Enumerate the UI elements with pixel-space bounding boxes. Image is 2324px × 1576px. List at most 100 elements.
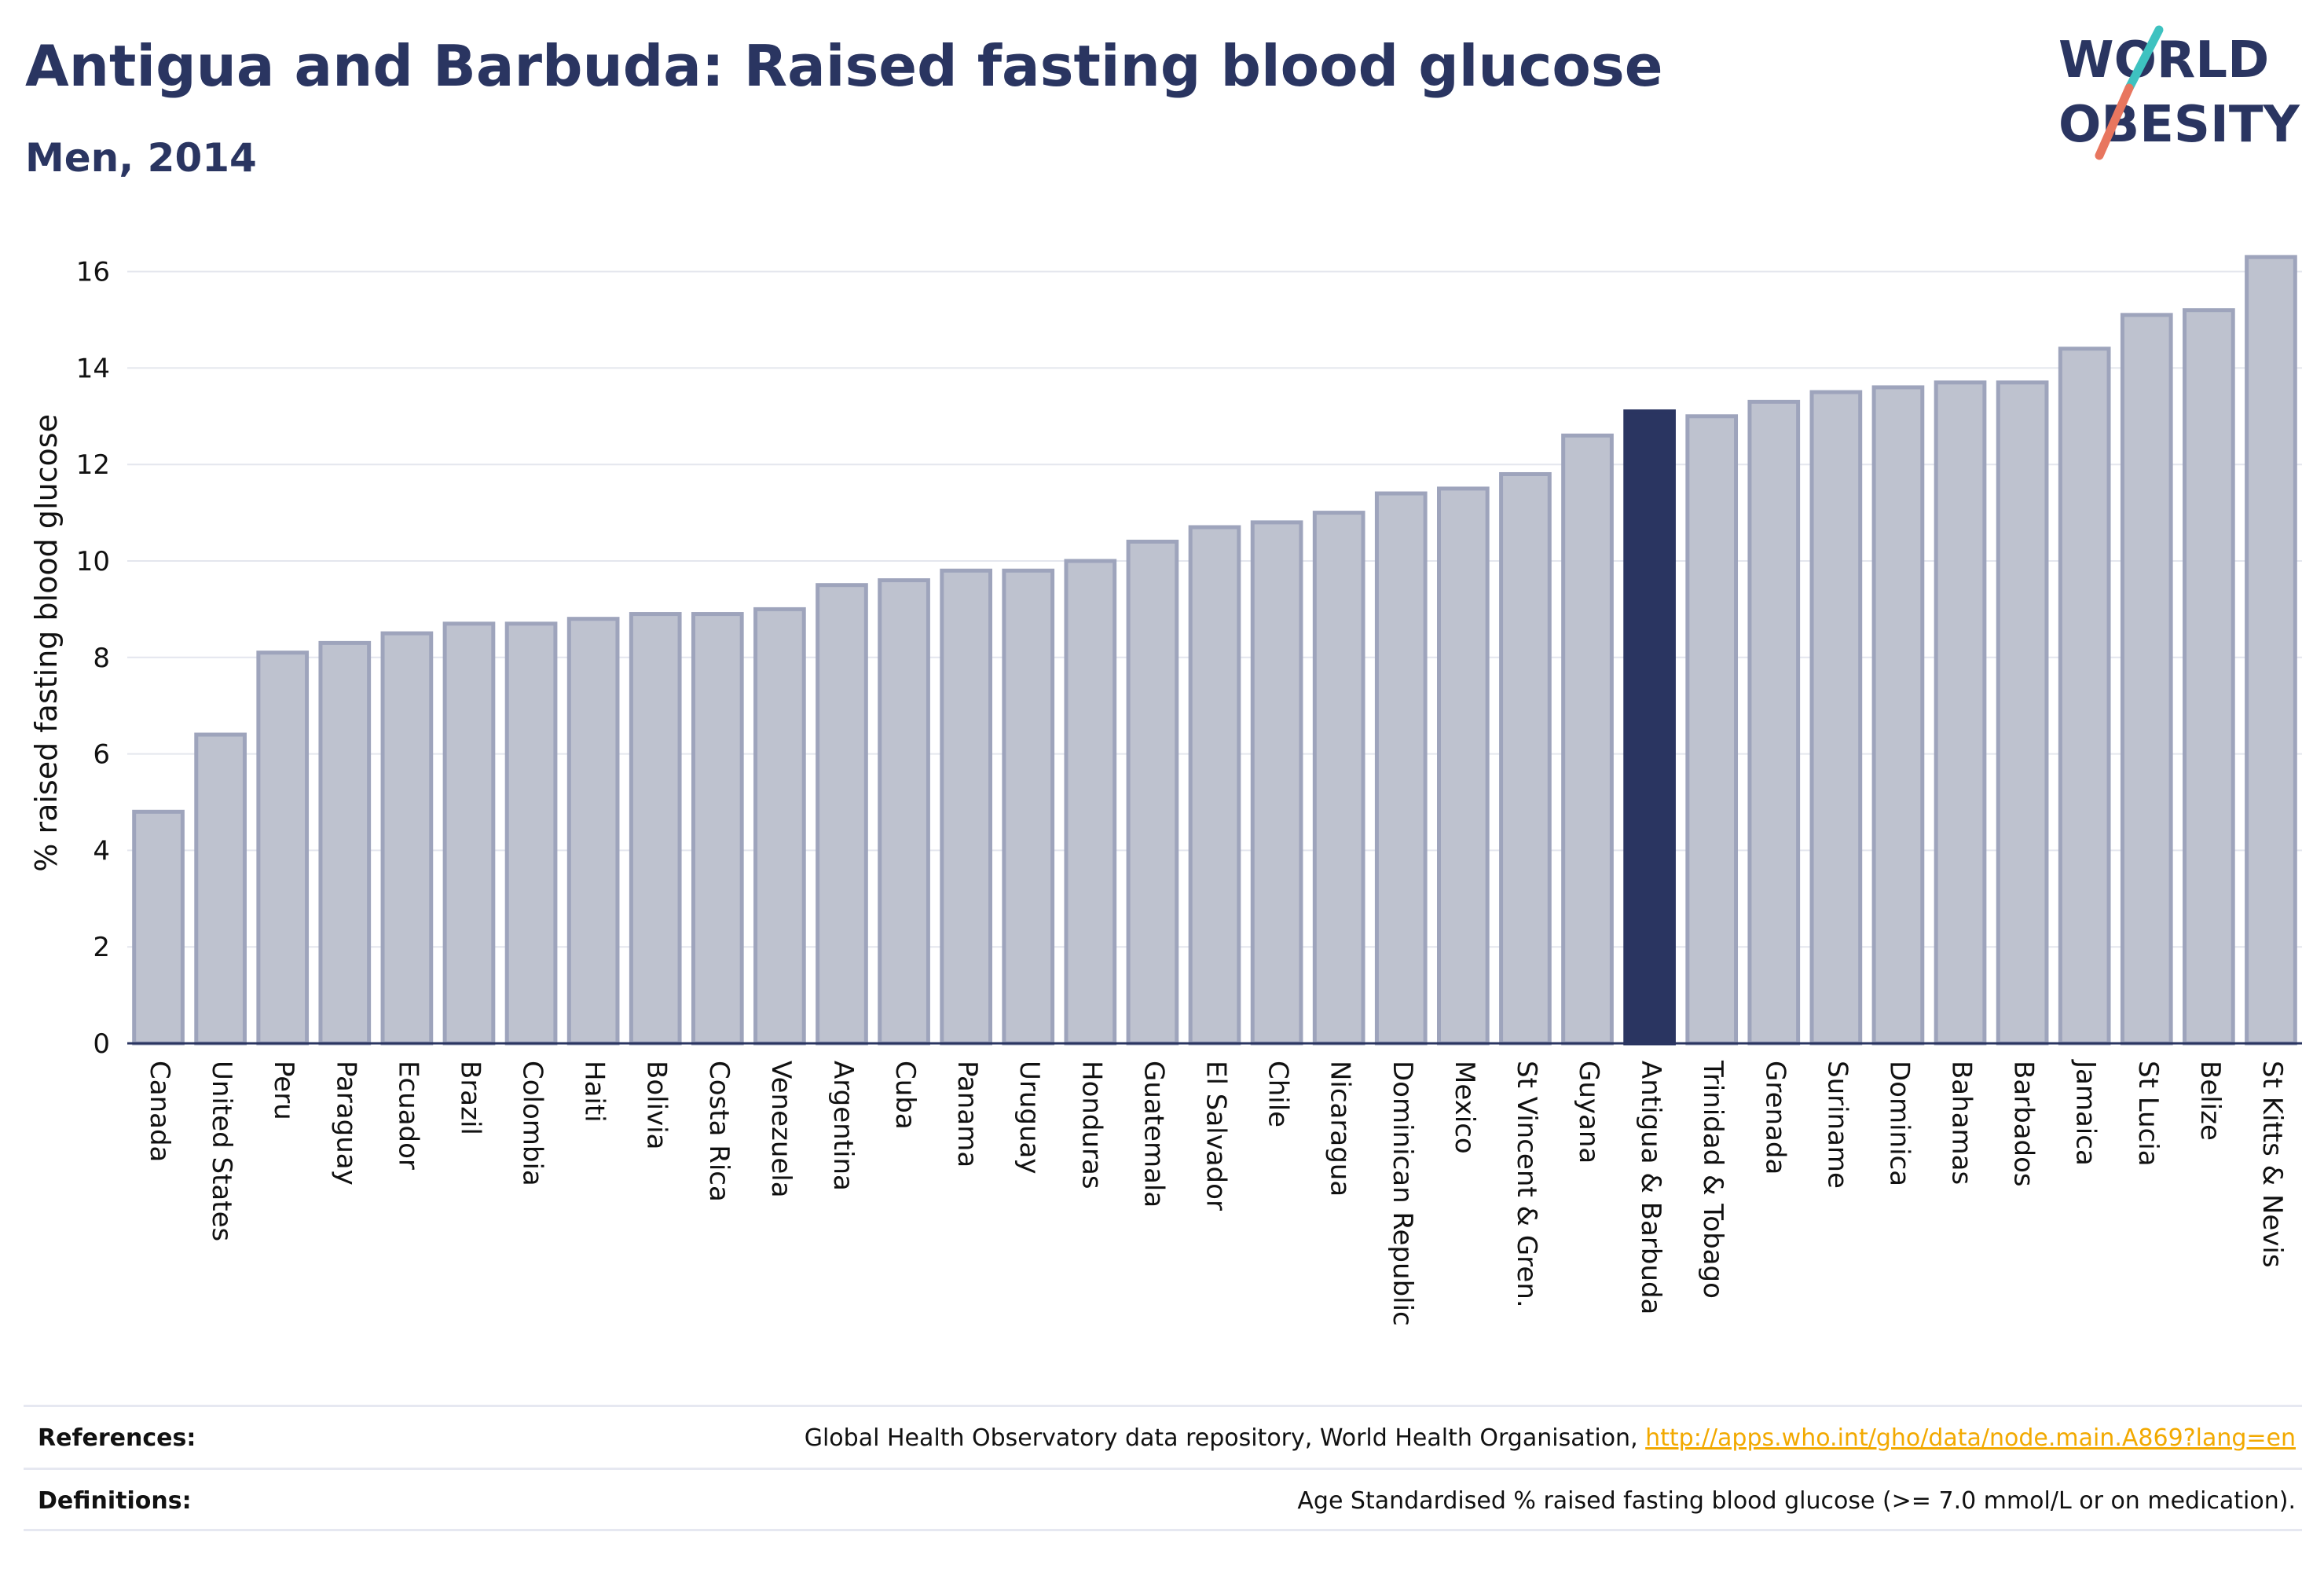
- x-tick-label: Costa Rica: [703, 1061, 735, 1202]
- bar-united-states[interactable]: [194, 732, 247, 1046]
- bar-uruguay[interactable]: [1002, 568, 1055, 1046]
- x-tick-label: St Lucia: [2132, 1061, 2164, 1167]
- bar-honduras[interactable]: [1064, 559, 1117, 1046]
- references-label: References:: [38, 1424, 196, 1452]
- bar-paraguay[interactable]: [318, 640, 372, 1046]
- x-tick-label: St Kitts & Nevis: [2256, 1061, 2288, 1268]
- x-tick-label: Honduras: [1076, 1061, 1107, 1189]
- x-tick-label: Chile: [1263, 1061, 1294, 1127]
- logo-line2: OBESITY: [2058, 96, 2300, 154]
- chart-title: Antigua and Barbuda: Raised fasting bloo…: [25, 33, 1663, 99]
- bar-grenada[interactable]: [1747, 399, 1801, 1046]
- bar-brazil[interactable]: [442, 621, 496, 1046]
- y-tick-label: 8: [93, 643, 110, 674]
- x-tick-label: Paraguay: [330, 1061, 361, 1186]
- x-tick-label: Panama: [951, 1061, 983, 1167]
- bar-cuba[interactable]: [878, 578, 930, 1046]
- x-tick-label: Barbados: [2008, 1061, 2040, 1187]
- references-text: Global Health Observatory data repositor…: [804, 1424, 1646, 1452]
- references-link[interactable]: http://apps.who.int/gho/data/node.main.A…: [1645, 1424, 2296, 1452]
- bar-nicaragua[interactable]: [1312, 511, 1365, 1046]
- bar-guyana[interactable]: [1561, 433, 1614, 1046]
- bar-mexico[interactable]: [1436, 486, 1490, 1046]
- x-tick-label: Dominican Republic: [1387, 1061, 1418, 1326]
- x-tick-label: Jamaica: [2070, 1059, 2102, 1166]
- x-tick-label: Colombia: [517, 1061, 548, 1186]
- references-value: Global Health Observatory data repositor…: [805, 1424, 2302, 1452]
- x-tick-label: Belize: [2194, 1061, 2226, 1141]
- y-tick-label: 14: [76, 353, 110, 384]
- x-tick-label: Grenada: [1759, 1061, 1791, 1175]
- x-tick-labels: Canada United States Peru Paraguay Ecuador Br…: [144, 1059, 2288, 1326]
- x-tick-label: Peru: [268, 1061, 299, 1120]
- y-tick-label: 4: [93, 835, 110, 867]
- bar-st-vincent-gren-[interactable]: [1499, 471, 1552, 1046]
- x-tick-label: Bahamas: [1946, 1061, 1978, 1185]
- bar-chart: 0 2 4 6 8 10 12 14 16 Canada United States Peru Par…: [29, 255, 2302, 1326]
- y-tick-label: 0: [93, 1028, 110, 1060]
- x-tick-label: Nicaragua: [1325, 1061, 1356, 1197]
- x-tick-label: El Salvador: [1200, 1061, 1232, 1211]
- x-tick-label: Argentina: [827, 1061, 859, 1191]
- bar-haiti[interactable]: [566, 617, 620, 1046]
- bar-argentina[interactable]: [816, 583, 868, 1046]
- bar-st-kitts-nevis[interactable]: [2245, 255, 2297, 1046]
- x-tick-label: Bolivia: [641, 1061, 673, 1149]
- chart-subtitle: Men, 2014: [25, 135, 257, 181]
- bar-canada[interactable]: [132, 809, 185, 1046]
- logo-slash-coral: [2095, 83, 2134, 160]
- bar-dominica[interactable]: [1871, 385, 1925, 1046]
- x-tick-label: Mexico: [1449, 1061, 1480, 1154]
- x-tick-label: Brazil: [454, 1061, 486, 1135]
- x-tick-label: Ecuador: [392, 1061, 423, 1170]
- bars: [132, 255, 2297, 1046]
- y-tick-label: 2: [93, 932, 110, 963]
- y-tick-label: 16: [76, 257, 110, 288]
- bar-bolivia[interactable]: [629, 612, 682, 1046]
- bar-bahamas[interactable]: [1934, 380, 1987, 1046]
- y-tick-label: 10: [76, 546, 110, 577]
- x-tick-label: Haiti: [579, 1061, 610, 1123]
- bar-guatemala[interactable]: [1126, 539, 1179, 1046]
- bar-trinidad-tobago[interactable]: [1685, 414, 1739, 1046]
- references-row: References: Global Health Observatory da…: [24, 1405, 2302, 1468]
- definitions-text: Age Standardised % raised fasting blood …: [1297, 1486, 2296, 1515]
- bar-st-lucia[interactable]: [2120, 313, 2173, 1046]
- bar-el-salvador[interactable]: [1188, 525, 1241, 1046]
- definitions-row: Definitions: Age Standardised % raised f…: [24, 1468, 2302, 1531]
- footer-bottom-rule: [24, 1529, 2302, 1531]
- bar-barbados[interactable]: [1996, 380, 2049, 1046]
- x-tick-label: Uruguay: [1014, 1061, 1045, 1175]
- logo-line1: WORLD: [2058, 31, 2269, 90]
- y-tick-label: 6: [93, 739, 110, 771]
- bar-peru[interactable]: [256, 651, 310, 1046]
- bar-dominican-republic[interactable]: [1374, 491, 1428, 1046]
- x-tick-label: St Vincent & Gren.: [1511, 1061, 1542, 1308]
- x-tick-label: Canada: [144, 1061, 175, 1162]
- logo-slash-teal: [2124, 25, 2164, 93]
- x-tick-label: Guyana: [1573, 1061, 1604, 1164]
- bar-panama[interactable]: [940, 568, 993, 1046]
- bar-antigua-barbuda[interactable]: [1623, 409, 1676, 1046]
- bar-belize[interactable]: [2183, 308, 2235, 1046]
- bar-ecuador[interactable]: [380, 631, 434, 1046]
- x-tick-label: Suriname: [1821, 1061, 1853, 1189]
- y-axis-title: % raised fasting blood glucose: [29, 414, 64, 872]
- y-tick-label: 12: [76, 449, 110, 481]
- bar-suriname[interactable]: [1809, 390, 1863, 1046]
- bar-chile[interactable]: [1250, 520, 1303, 1046]
- definitions-label: Definitions:: [38, 1486, 192, 1515]
- x-tick-label: Trinidad & Tobago: [1697, 1060, 1728, 1299]
- y-tick-labels: 0 2 4 6 8 10 12 14 16: [76, 257, 110, 1060]
- bar-colombia[interactable]: [504, 621, 558, 1046]
- bar-jamaica[interactable]: [2058, 346, 2111, 1046]
- bar-costa-rica[interactable]: [691, 612, 744, 1046]
- x-tick-label: Venezuela: [765, 1061, 797, 1198]
- x-tick-label: Antigua & Barbuda: [1635, 1061, 1666, 1314]
- world-obesity-logo: WORLD OBESITY: [2058, 25, 2300, 160]
- x-tick-label: United States: [206, 1061, 237, 1241]
- bar-venezuela[interactable]: [753, 607, 806, 1046]
- x-tick-label: Cuba: [889, 1061, 921, 1130]
- x-tick-label: Dominica: [1883, 1061, 1915, 1186]
- x-tick-label: Guatemala: [1138, 1061, 1169, 1208]
